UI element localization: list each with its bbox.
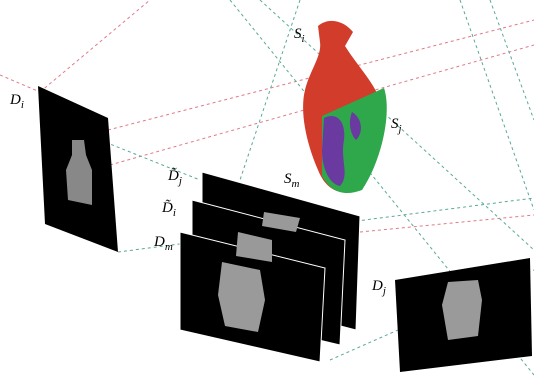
label: Sj: [391, 116, 402, 135]
label: Di: [9, 92, 24, 111]
dashed-line: [490, 0, 534, 120]
depth-image: [218, 262, 265, 332]
label: Sm: [284, 171, 300, 190]
diagram: Si Sj Sm Di D̃j D̃i Dm Dj: [0, 0, 534, 377]
label: D̃j: [167, 168, 182, 187]
dashed-line: [460, 0, 534, 210]
label: Si: [294, 26, 305, 45]
dashed-line: [100, 140, 200, 180]
label: Dm: [153, 234, 173, 253]
label-subscript: m: [292, 178, 300, 190]
label-letter: D: [371, 278, 383, 294]
depth-image: [442, 280, 482, 340]
label-letter: D̃: [161, 200, 173, 216]
label-letter: D: [153, 234, 165, 250]
label-subscript: i: [21, 99, 24, 111]
label-subscript: i: [302, 33, 305, 45]
label: D̃i: [161, 200, 176, 219]
label-subscript: m: [165, 241, 173, 253]
label-letter: D̃: [167, 168, 179, 184]
label-subscript: i: [173, 207, 176, 219]
dashed-line: [0, 75, 40, 92]
dashed-line: [40, 0, 150, 92]
label: Dj: [371, 278, 386, 297]
label-letter: D: [9, 92, 21, 108]
